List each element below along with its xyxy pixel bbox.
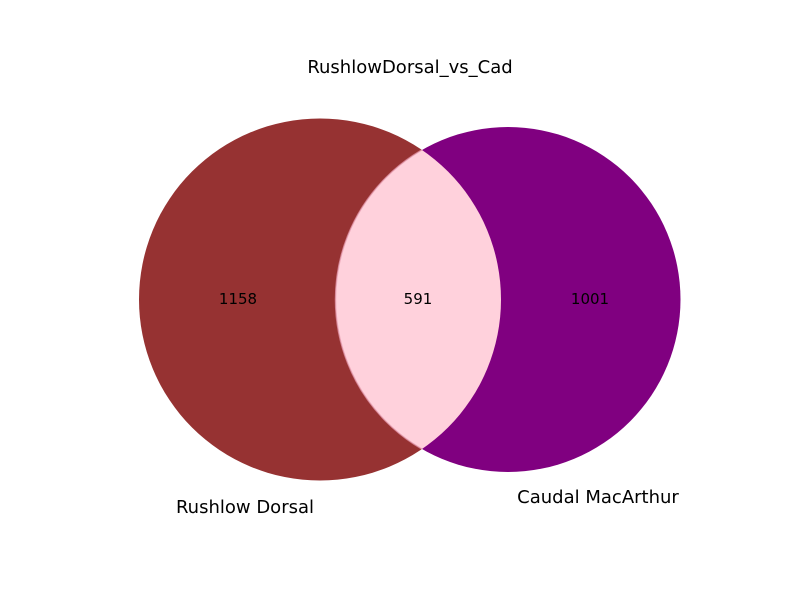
set-b-only-count: 1001 [571, 290, 609, 308]
set-b-label: Caudal MacArthur [517, 487, 679, 508]
set-a-label: Rushlow Dorsal [176, 497, 314, 518]
chart-title: RushlowDorsal_vs_Cad [307, 57, 512, 78]
set-a-only-count: 1158 [219, 290, 257, 308]
intersection-region [334, 126, 501, 473]
intersection-count: 591 [404, 290, 433, 308]
